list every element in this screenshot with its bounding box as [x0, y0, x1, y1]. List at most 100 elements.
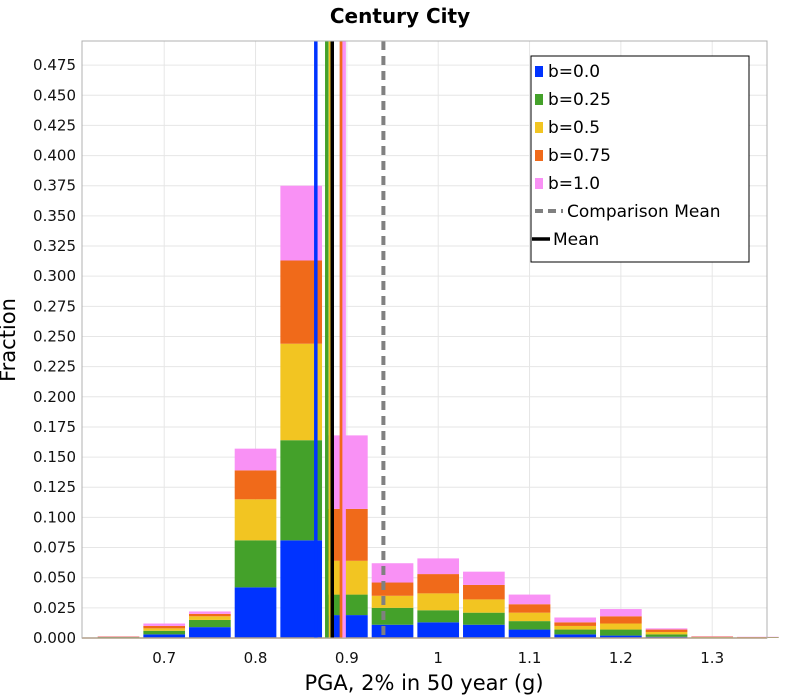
bar-segment-b-1-0 — [645, 628, 688, 630]
y-tick-label: 0.400 — [33, 147, 76, 165]
legend-swatch — [535, 122, 543, 133]
bar-segment-b-0-25 — [143, 630, 186, 635]
bar-segment-b-0-75 — [371, 582, 414, 596]
bar-segment-b-0-25 — [554, 629, 597, 635]
bar-segment-b-0-0 — [554, 634, 597, 638]
x-tick-label: 0.9 — [335, 649, 359, 667]
legend-label: Mean — [553, 230, 599, 250]
y-tick-label: 0.350 — [33, 207, 76, 225]
y-tick-label: 0.150 — [33, 448, 76, 466]
bar-segment-b-1-0 — [508, 594, 551, 605]
y-tick-label: 0.200 — [33, 388, 76, 406]
bar-segment-b-0-5 — [371, 595, 414, 608]
x-tick-label: 1.3 — [700, 649, 724, 667]
bar-segment-b-0-5 — [554, 625, 597, 630]
y-tick-label: 0.300 — [33, 267, 76, 285]
legend: b=0.0 b=0.25 b=0.5 b=0.75 b=1.0 Comparison Me… — [530, 55, 750, 263]
bar-segment-b-1-0 — [371, 563, 414, 583]
y-tick-label: 0.450 — [33, 86, 76, 104]
y-tick-label: 0.475 — [33, 56, 76, 74]
bar-segment-b-0-5 — [143, 628, 186, 631]
bar-segment-b-0-75 — [234, 470, 277, 500]
legend-swatch — [535, 66, 543, 77]
bar-segment-b-1-0 — [189, 611, 231, 614]
x-tick-label: 0.7 — [152, 649, 176, 667]
bar-segment-b-1-0 — [600, 609, 642, 617]
y-tick-label: 0.025 — [33, 599, 76, 617]
legend-swatch — [535, 178, 543, 189]
bar-segment-b-0-0 — [326, 615, 368, 638]
bar-segment-b-0-0 — [143, 634, 186, 638]
bar-segment-b-0-75 — [189, 613, 231, 617]
bar-segment-b-0-0 — [417, 622, 460, 638]
legend-label: Comparison Mean — [567, 202, 721, 222]
legend-label: b=0.5 — [548, 118, 600, 138]
y-tick-label: 0.225 — [33, 358, 76, 376]
bar-segment-b-0-25 — [189, 619, 231, 628]
bar-segment-b-0-25 — [417, 610, 460, 623]
bar-segment-b-0-75 — [508, 604, 551, 613]
y-tick-label: 0.275 — [33, 297, 76, 315]
plot-frame — [81, 40, 768, 639]
bar-segment-b-0-75 — [645, 629, 688, 632]
bar-segment-b-0-0 — [371, 624, 414, 638]
bar-segment-b-0-25 — [234, 540, 277, 588]
bar-segment-b-0-5 — [234, 499, 277, 541]
chart-title: Century City — [330, 4, 470, 28]
bar-segment-b-0-25 — [508, 621, 551, 630]
bar-segment-b-1-0 — [463, 571, 505, 585]
bar-segment-b-0-5 — [463, 599, 505, 613]
y-axis-label: Fraction — [0, 298, 20, 382]
bar-segment-b-0-5 — [600, 623, 642, 630]
bar-segment-b-1-0 — [143, 623, 186, 626]
bar-segment-b-0-0 — [600, 635, 642, 638]
y-tick-label: 0.425 — [33, 116, 76, 134]
bar-segment-b-0-0 — [189, 627, 231, 638]
bar-segment-b-0-25 — [326, 594, 368, 616]
x-axis-label: PGA, 2% in 50 year (g) — [304, 671, 543, 695]
y-tick-label: 0.125 — [33, 478, 76, 496]
bar-segment-b-0-75 — [554, 622, 597, 626]
x-tick-label: 0.8 — [244, 649, 268, 667]
y-tick-label: 0.075 — [33, 539, 76, 557]
bar-segment-b-0-5 — [508, 612, 551, 622]
bar-segment-b-0-25 — [371, 607, 414, 625]
y-axis-ticks: 0.000 0.025 0.050 0.075 0.100 0.125 0.150 0.175… — [33, 56, 76, 647]
legend-swatch — [535, 150, 543, 161]
legend-label: b=0.25 — [548, 90, 611, 110]
bar-segment-b-1-0 — [554, 617, 597, 623]
bar-segment-b-0-0 — [463, 624, 505, 638]
x-axis-ticks: 0.7 0.8 0.9 1 1.1 1.2 1.3 — [152, 649, 724, 667]
bar-segment-b-1-0 — [417, 558, 460, 575]
bar-segment-b-0-75 — [143, 625, 186, 629]
bar-segment-b-0-25 — [600, 629, 642, 636]
y-tick-label: 0.250 — [33, 327, 76, 345]
legend-label: b=0.0 — [548, 62, 600, 82]
mean-lines — [314, 41, 386, 638]
bar-segment-b-1-0 — [234, 448, 277, 471]
bar-segment-b-0-25 — [463, 612, 505, 625]
y-tick-label: 0.375 — [33, 177, 76, 195]
x-tick-label: 1 — [433, 649, 443, 667]
y-tick-label: 0.050 — [33, 569, 76, 587]
bar-segment-b-0-0 — [234, 587, 277, 638]
bar-segment-b-0-5 — [417, 593, 460, 611]
y-tick-label: 0.325 — [33, 237, 76, 255]
x-tick-label: 1.1 — [518, 649, 542, 667]
legend-label: b=0.75 — [548, 146, 611, 166]
bar-segment-b-0-25 — [645, 634, 688, 637]
bar-segment-b-0-75 — [463, 584, 505, 600]
bar-segment-b-0-75 — [417, 574, 460, 594]
y-tick-label: 0.000 — [33, 629, 76, 647]
bar-segment-b-0-0 — [508, 629, 551, 638]
legend-box — [530, 55, 750, 263]
legend-label: b=1.0 — [548, 174, 600, 194]
x-tick-label: 1.2 — [609, 649, 633, 667]
legend-swatch — [535, 94, 543, 105]
y-tick-label: 0.100 — [33, 508, 76, 526]
bar-segment-b-0-5 — [645, 631, 688, 635]
bar-segment-b-0-5 — [189, 616, 231, 620]
y-tick-label: 0.175 — [33, 418, 76, 436]
